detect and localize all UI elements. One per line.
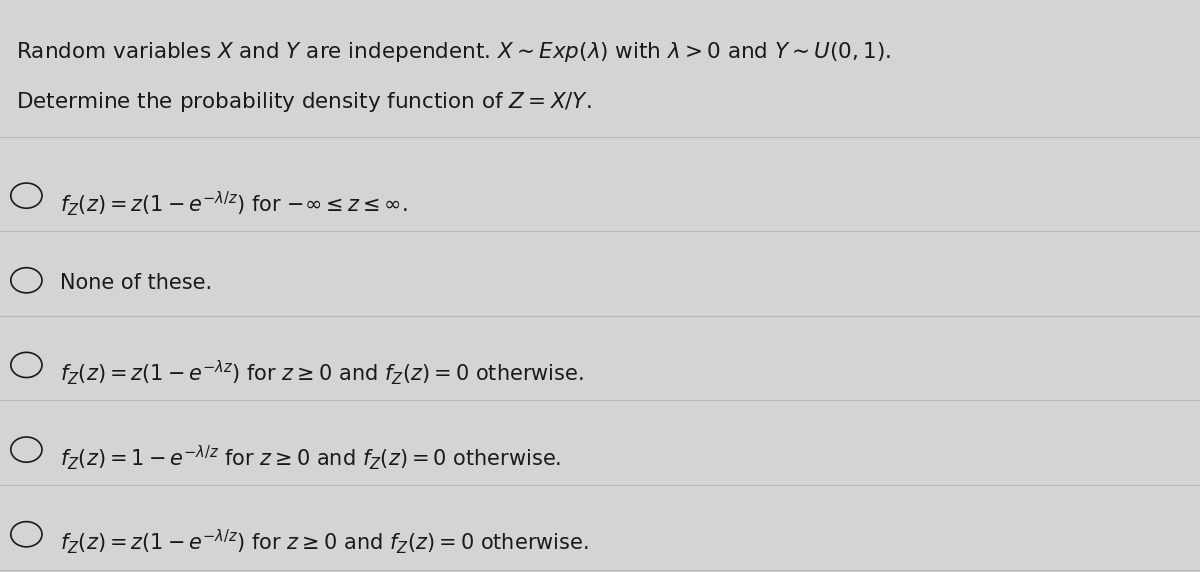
Text: $f_Z(z) = z\left(1 - e^{-\lambda/z}\right)$ for $z \geq 0$ and $f_Z(z) = 0$ othe: $f_Z(z) = z\left(1 - e^{-\lambda/z}\righ…	[60, 527, 588, 556]
Text: None of these.: None of these.	[60, 273, 212, 293]
Text: Determine the probability density function of $\mathit{Z} = X/Y$.: Determine the probability density functi…	[16, 90, 592, 114]
Text: $f_Z(z) = z\left(1 - e^{-\lambda/z}\right)$ for $-\infty \leq z \leq \infty$.: $f_Z(z) = z\left(1 - e^{-\lambda/z}\righ…	[60, 189, 408, 217]
Text: $f_Z(z) = z\left(1 - e^{-\lambda z}\right)$ for $z \geq 0$ and $f_Z(z) = 0$ othe: $f_Z(z) = z\left(1 - e^{-\lambda z}\righ…	[60, 358, 583, 387]
Text: $f_Z(z) = 1 - e^{-\lambda/z}$ for $z \geq 0$ and $f_Z(z) = 0$ otherwise.: $f_Z(z) = 1 - e^{-\lambda/z}$ for $z \ge…	[60, 443, 562, 471]
Text: Random variables $\mathit{X}$ and $\mathit{Y}$ are independent. $\mathit{X} \sim: Random variables $\mathit{X}$ and $\math…	[16, 40, 890, 64]
